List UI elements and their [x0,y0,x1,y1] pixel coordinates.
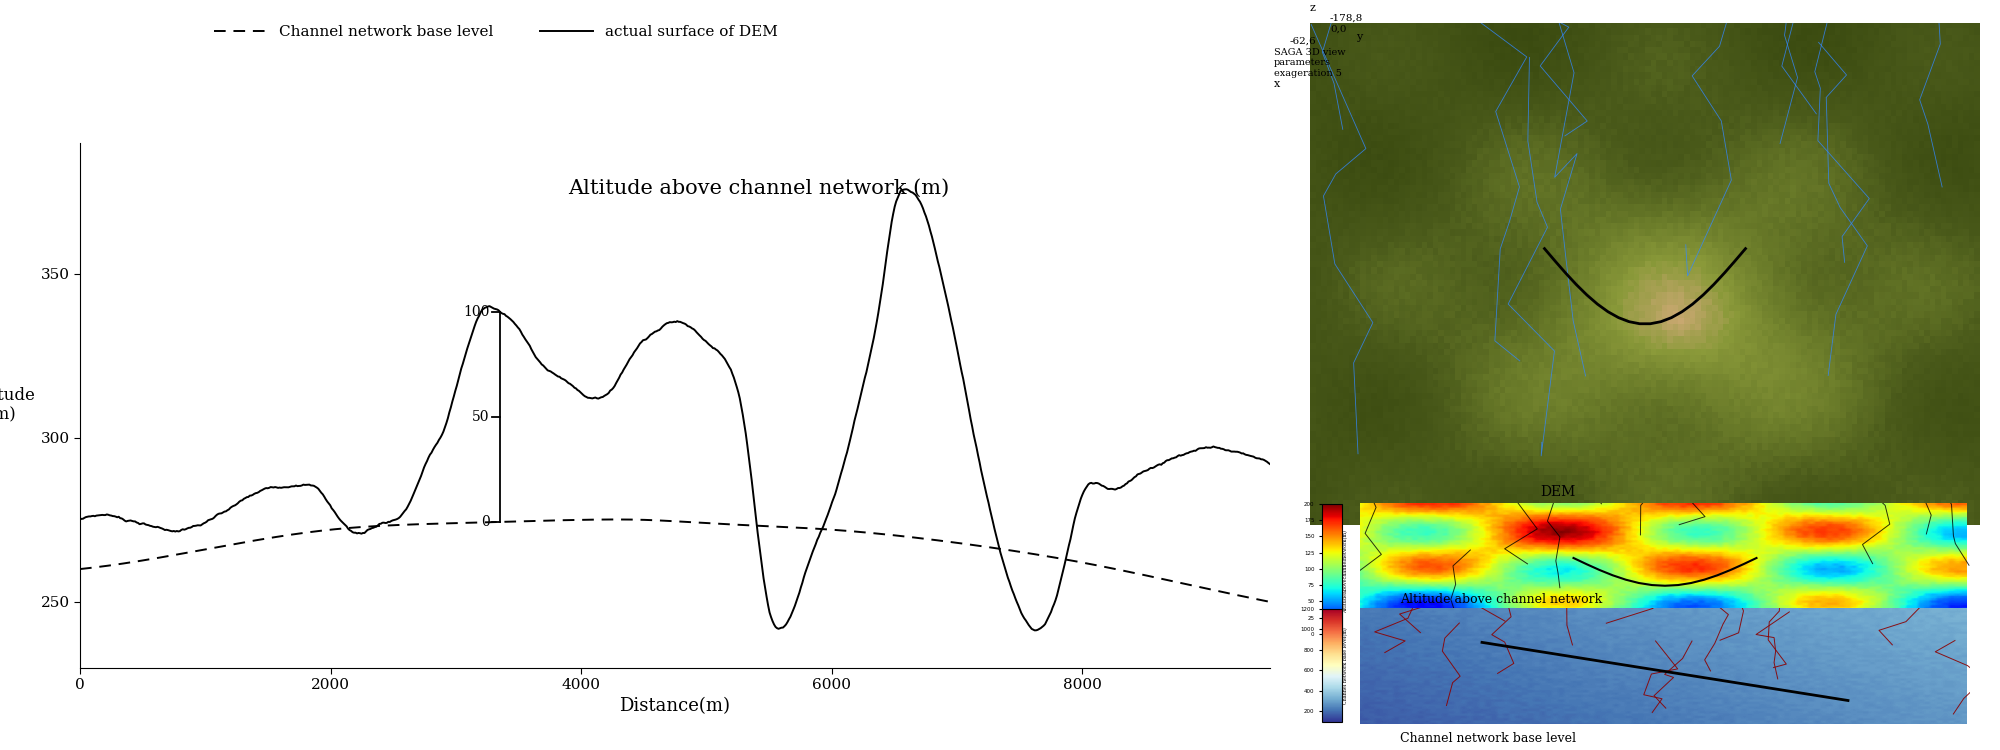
Text: x: x [1274,79,1280,89]
Text: SAGA 3D view: SAGA 3D view [1274,48,1346,57]
Y-axis label: Channel network base level(m): Channel network base level(m) [1344,627,1348,704]
Text: Channel network base level: Channel network base level [1400,733,1576,746]
Text: z: z [1310,3,1316,13]
Y-axis label: Altitude
(m): Altitude (m) [0,387,36,423]
Text: -178,8: -178,8 [1330,14,1364,23]
X-axis label: Distance(m): Distance(m) [620,698,730,715]
Text: Altitude above channel network: Altitude above channel network [1400,593,1602,606]
Text: 50: 50 [472,410,490,424]
Text: parameters: parameters [1274,58,1332,68]
Text: Altitude above channel network (m): Altitude above channel network (m) [568,179,948,198]
Text: y: y [1356,32,1362,43]
Y-axis label: Altitudeabovechannelnetwork(m): Altitudeabovechannelnetwork(m) [1344,530,1348,613]
Text: exageration 5: exageration 5 [1274,69,1342,78]
Text: DEM: DEM [1540,485,1576,500]
Text: -62,6: -62,6 [1290,37,1316,46]
Text: 100: 100 [464,304,490,319]
Text: 0,0: 0,0 [1330,25,1346,34]
Text: 0: 0 [480,514,490,529]
Legend: Channel network base level, actual surface of DEM: Channel network base level, actual surfa… [208,19,784,45]
